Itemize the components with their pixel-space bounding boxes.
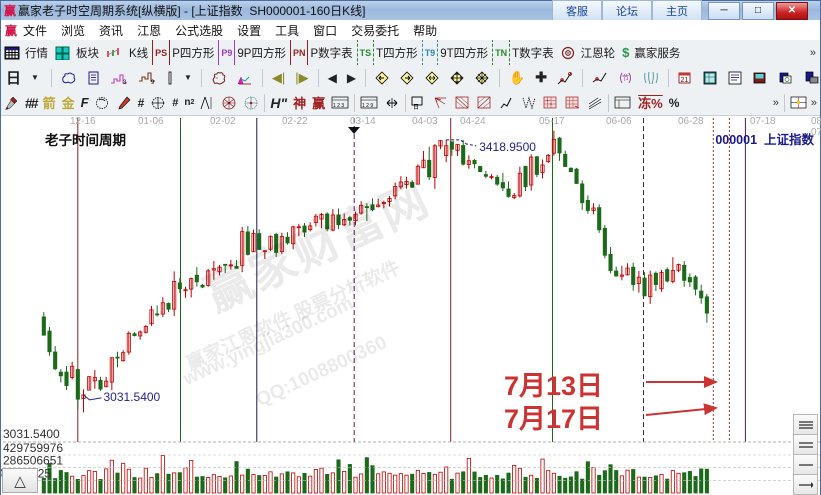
svg-text:日: 日 bbox=[413, 104, 419, 110]
svg-text:节: 节 bbox=[622, 74, 629, 82]
svg-text:3031.5400: 3031.5400 bbox=[104, 390, 161, 404]
svg-text:21: 21 bbox=[681, 77, 689, 84]
svg-text:1 2 9: 1 2 9 bbox=[362, 103, 373, 109]
svg-text:3418.9500: 3418.9500 bbox=[479, 140, 536, 154]
svg-text:3031.5400: 3031.5400 bbox=[3, 427, 60, 441]
svg-text:1 2 3: 1 2 3 bbox=[333, 103, 344, 109]
